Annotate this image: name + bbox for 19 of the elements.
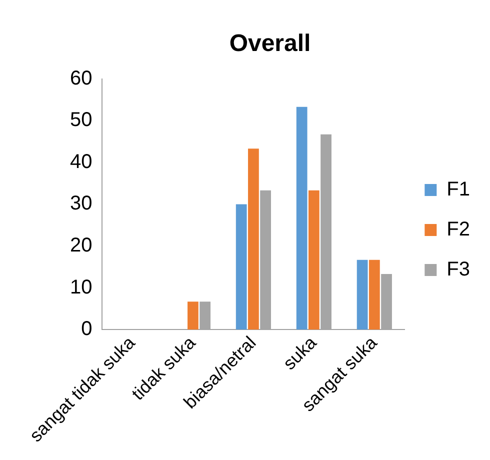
y-tick-label: 30 (70, 192, 92, 215)
y-tick-label: 20 (70, 234, 92, 257)
bar (296, 106, 308, 330)
y-tick-label: 40 (70, 150, 92, 173)
legend-label: F3 (446, 258, 470, 281)
bar (188, 302, 198, 330)
bar (356, 260, 368, 330)
y-tick-label: 0 (81, 318, 92, 340)
y-tick-label: 60 (70, 67, 92, 90)
bar (236, 204, 247, 330)
bar (308, 190, 320, 330)
bar (248, 148, 259, 330)
legend-label: F2 (446, 218, 470, 241)
y-tick-label: 10 (70, 276, 92, 298)
chart-title: Overall (229, 30, 311, 58)
x-tick-label: suka (279, 332, 321, 374)
legend-label: F1 (446, 178, 470, 201)
bar (368, 260, 380, 330)
y-tick-label: 50 (70, 109, 92, 132)
